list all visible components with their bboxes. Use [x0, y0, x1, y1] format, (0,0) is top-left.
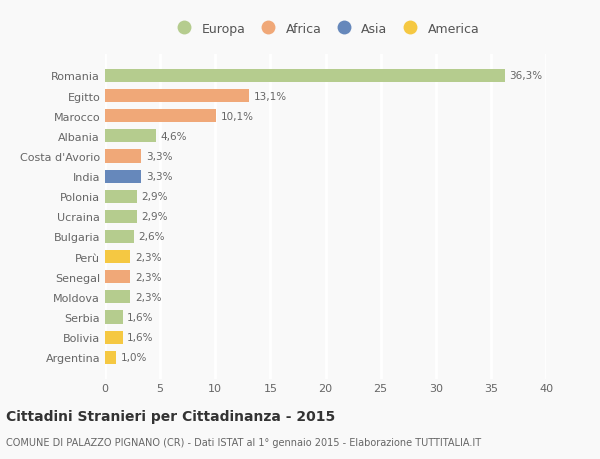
Text: 2,9%: 2,9% — [142, 212, 168, 222]
Text: COMUNE DI PALAZZO PIGNANO (CR) - Dati ISTAT al 1° gennaio 2015 - Elaborazione TU: COMUNE DI PALAZZO PIGNANO (CR) - Dati IS… — [6, 437, 481, 447]
Bar — [105, 351, 116, 364]
Text: 3,3%: 3,3% — [146, 151, 172, 162]
Text: 2,6%: 2,6% — [138, 232, 164, 242]
Text: 13,1%: 13,1% — [254, 91, 287, 101]
Text: 2,3%: 2,3% — [135, 292, 161, 302]
Text: 2,9%: 2,9% — [142, 192, 168, 202]
Text: Cittadini Stranieri per Cittadinanza - 2015: Cittadini Stranieri per Cittadinanza - 2… — [6, 409, 335, 423]
Bar — [105, 291, 130, 304]
Text: 1,6%: 1,6% — [127, 332, 154, 342]
Bar — [105, 190, 137, 203]
Legend: Europa, Africa, Asia, America: Europa, Africa, Asia, America — [172, 22, 479, 35]
Bar — [105, 331, 122, 344]
Text: 10,1%: 10,1% — [221, 112, 254, 122]
Text: 2,3%: 2,3% — [135, 272, 161, 282]
Bar — [105, 251, 130, 263]
Text: 4,6%: 4,6% — [160, 132, 187, 141]
Bar — [105, 170, 142, 183]
Bar — [105, 230, 134, 243]
Bar — [105, 210, 137, 224]
Bar — [105, 90, 250, 103]
Text: 36,3%: 36,3% — [509, 71, 543, 81]
Bar — [105, 311, 122, 324]
Bar — [105, 150, 142, 163]
Text: 3,3%: 3,3% — [146, 172, 172, 182]
Bar — [105, 70, 505, 83]
Text: 1,6%: 1,6% — [127, 312, 154, 322]
Text: 2,3%: 2,3% — [135, 252, 161, 262]
Bar — [105, 110, 217, 123]
Bar — [105, 130, 156, 143]
Bar — [105, 271, 130, 284]
Text: 1,0%: 1,0% — [121, 353, 147, 363]
